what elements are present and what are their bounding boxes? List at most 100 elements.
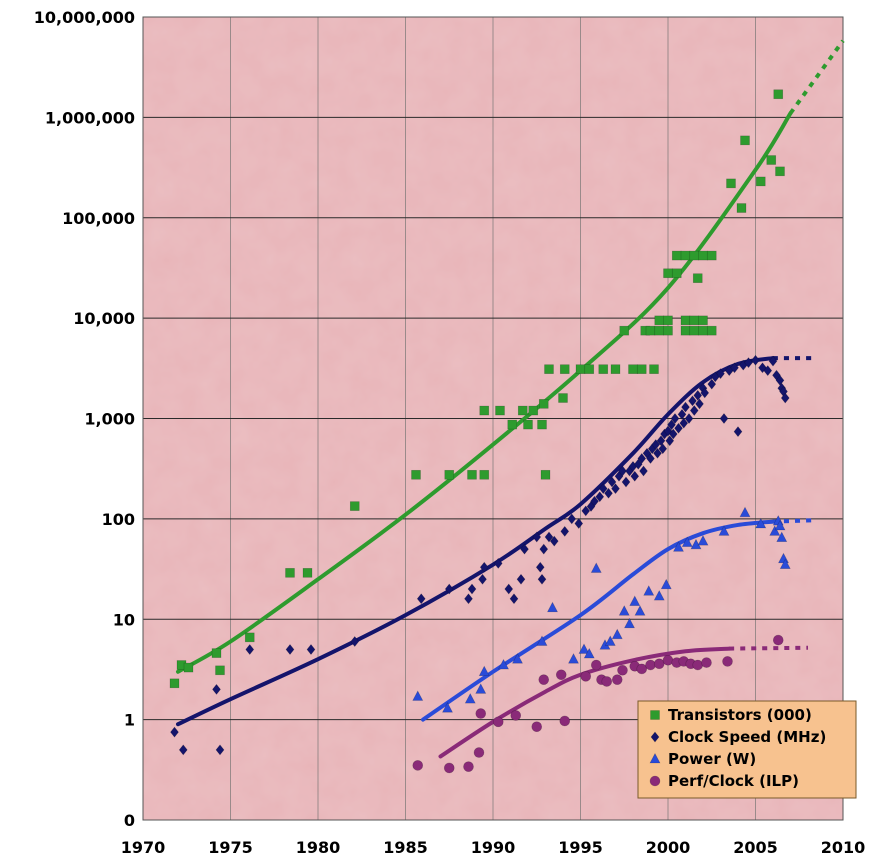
transistors-000-point xyxy=(349,501,360,511)
transistors-000-point xyxy=(302,568,313,578)
perf-clock-ilp-point xyxy=(617,665,628,676)
legend-label: Clock Speed (MHz) xyxy=(668,728,826,746)
transistors-000-point xyxy=(411,469,421,480)
transistors-000-point xyxy=(619,325,630,336)
clock-speed-mhz-point xyxy=(574,517,584,529)
power-w-point xyxy=(547,601,558,613)
clock-speed-mhz-point xyxy=(581,505,591,517)
transistors-000-point xyxy=(775,166,785,177)
perf-clock-ilp-point xyxy=(492,716,504,728)
y-tick-label: 100,000 xyxy=(62,209,135,228)
transistors-000-point xyxy=(689,315,700,326)
clock-speed-mhz-point xyxy=(621,476,631,488)
perf-clock-ilp-trend-projection xyxy=(729,645,809,651)
power-w-point xyxy=(568,653,579,664)
power-w-point xyxy=(442,702,453,713)
clock-speed-mhz-point xyxy=(689,405,699,417)
transistors-000-point xyxy=(680,315,691,326)
clock-speed-mhz-point xyxy=(618,465,627,477)
transistors-000-point xyxy=(706,250,717,261)
perf-clock-ilp-point xyxy=(662,654,674,666)
perf-clock-ilp-point xyxy=(473,747,485,758)
power-w-point xyxy=(690,538,702,550)
clock-speed-mhz-point xyxy=(695,398,704,410)
clock-speed-mhz-point xyxy=(633,458,643,470)
transistors-000-point xyxy=(755,176,766,187)
clock-speed-mhz-point xyxy=(285,643,295,655)
transistors-000-point xyxy=(663,315,673,326)
power-w-point xyxy=(536,635,548,646)
clock-speed-mhz-point xyxy=(668,428,678,440)
clock-speed-mhz-point xyxy=(681,401,690,413)
transistors-000-point xyxy=(183,662,194,673)
y-tick-label: 10,000 xyxy=(73,309,135,328)
transistors-000-point xyxy=(740,135,750,146)
clock-speed-mhz-point xyxy=(604,487,613,499)
series-power-w xyxy=(412,506,791,713)
clock-speed-mhz-point xyxy=(707,378,717,390)
power-w-point xyxy=(776,531,788,542)
x-tick-label: 2005 xyxy=(733,838,778,857)
clock-speed-mhz-point xyxy=(544,531,554,543)
clock-speed-mhz-point xyxy=(665,435,675,447)
clock-speed-mhz-point xyxy=(637,452,647,464)
legend-label: Power (W) xyxy=(668,750,756,768)
transistors-000-point xyxy=(479,469,490,480)
clock-speed-mhz-point xyxy=(516,573,526,585)
clock-speed-mhz-point xyxy=(719,413,729,424)
power-w-point xyxy=(611,628,623,640)
clock-speed-mhz-point xyxy=(306,643,316,655)
transistors-000-point xyxy=(584,364,595,374)
perf-clock-ilp-point xyxy=(559,715,571,727)
x-tick-label: 2010 xyxy=(821,838,866,857)
power-w-point xyxy=(755,517,767,529)
clock-speed-mhz-point xyxy=(245,643,255,655)
clock-speed-mhz-trend-line xyxy=(176,356,775,727)
transistors-000-point xyxy=(680,325,691,336)
transistors-000-point xyxy=(575,364,586,374)
power-w-point xyxy=(634,605,646,616)
clock-speed-mhz-point xyxy=(768,355,778,367)
y-tick-labels: 0 1 10 100 1,000 10,000 100,000 1,000,000 10,000… xyxy=(34,8,135,830)
x-tick-label: 2000 xyxy=(646,838,691,857)
transistors-000-point xyxy=(540,469,551,480)
clock-speed-mhz-point xyxy=(653,447,662,459)
y-tick-label: 10 xyxy=(113,610,135,629)
perf-clock-ilp-point xyxy=(443,762,455,774)
clock-speed-mhz-point xyxy=(504,583,514,595)
clock-speed-mhz-point xyxy=(630,470,640,482)
power-w-point xyxy=(779,558,791,569)
perf-clock-ilp-point xyxy=(580,671,592,682)
transistors-000-point xyxy=(698,250,708,261)
perf-clock-ilp-point xyxy=(653,658,665,670)
transistors-000-point xyxy=(663,268,673,279)
power-w-point xyxy=(583,647,595,659)
legend-label: Transistors (000) xyxy=(668,706,812,724)
clock-speed-mhz-point xyxy=(751,354,760,366)
transistors-000-point xyxy=(544,364,554,374)
power-w-point xyxy=(769,525,781,536)
transistors-000-trend-line xyxy=(176,111,793,674)
legend-box xyxy=(637,700,857,799)
perf-clock-ilp-point xyxy=(611,674,623,685)
clock-speed-mhz-point xyxy=(639,465,648,477)
legend-marker-perf-clock-ilp xyxy=(649,775,661,787)
perf-clock-ilp-point xyxy=(555,669,567,681)
transistors-000-point xyxy=(211,648,222,658)
power-w-point xyxy=(578,643,590,654)
power-w-point xyxy=(512,653,523,664)
clock-speed-mhz-point xyxy=(560,525,570,537)
transistors-000-point xyxy=(636,364,647,374)
power-w-point xyxy=(478,665,490,677)
power-w-point xyxy=(718,525,730,536)
clock-speed-mhz-point xyxy=(775,374,785,386)
transistors-000-trend-projection xyxy=(788,39,845,115)
clock-speed-mhz-point xyxy=(693,389,703,401)
y-tick-label: 1,000,000 xyxy=(45,108,135,127)
transistors-000-point xyxy=(698,325,708,336)
transistors-000-point xyxy=(598,364,609,374)
clock-speed-mhz-point xyxy=(744,357,753,369)
power-w-trend-line xyxy=(421,519,775,722)
transistors-000-point xyxy=(538,399,549,409)
transistors-000-point xyxy=(663,325,673,336)
